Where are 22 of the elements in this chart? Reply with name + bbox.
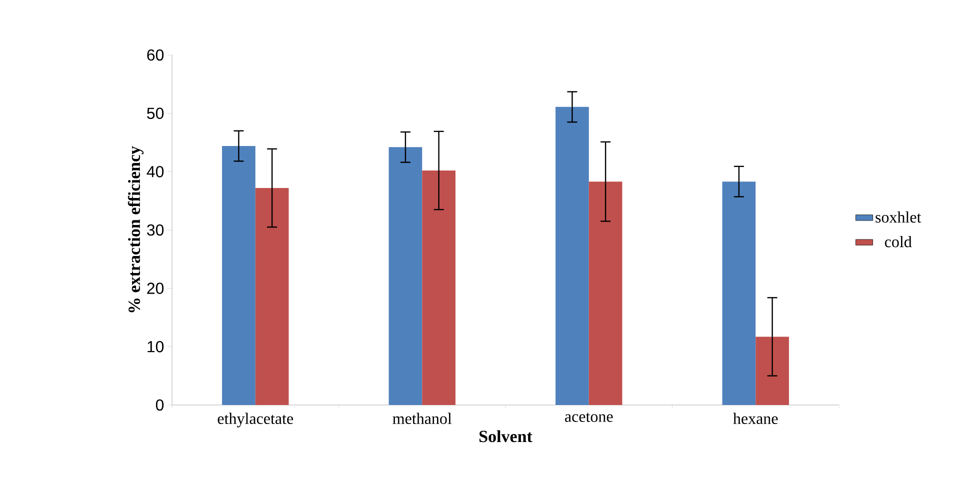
y-axis-title: % extraction efficiency: [128, 146, 144, 312]
y-tick-label: 20: [147, 282, 164, 294]
x-tick-label: ethylacetate: [218, 412, 294, 428]
y-tick-label: 10: [148, 340, 164, 352]
bar: [255, 188, 289, 405]
x-tick-label: acetone: [565, 412, 613, 422]
x-tick-label: hexane: [733, 412, 778, 424]
y-tick-label: 40: [146, 166, 164, 178]
bar: [388, 147, 422, 405]
legend-label: soxhlet: [876, 211, 922, 223]
bar: [422, 170, 456, 405]
legend-label: cold: [884, 236, 912, 248]
bar: [556, 106, 589, 405]
y-tick-label: 60: [147, 49, 164, 61]
y-tick-label: 0: [156, 399, 164, 411]
bar: [588, 182, 622, 405]
x-tick-label: methanol: [392, 412, 452, 424]
y-tick-label: 50: [147, 108, 164, 119]
bar: [222, 146, 256, 405]
x-axis-title: Solvent: [479, 430, 532, 442]
y-tick-label: 30: [147, 224, 164, 236]
bar: [722, 182, 756, 405]
